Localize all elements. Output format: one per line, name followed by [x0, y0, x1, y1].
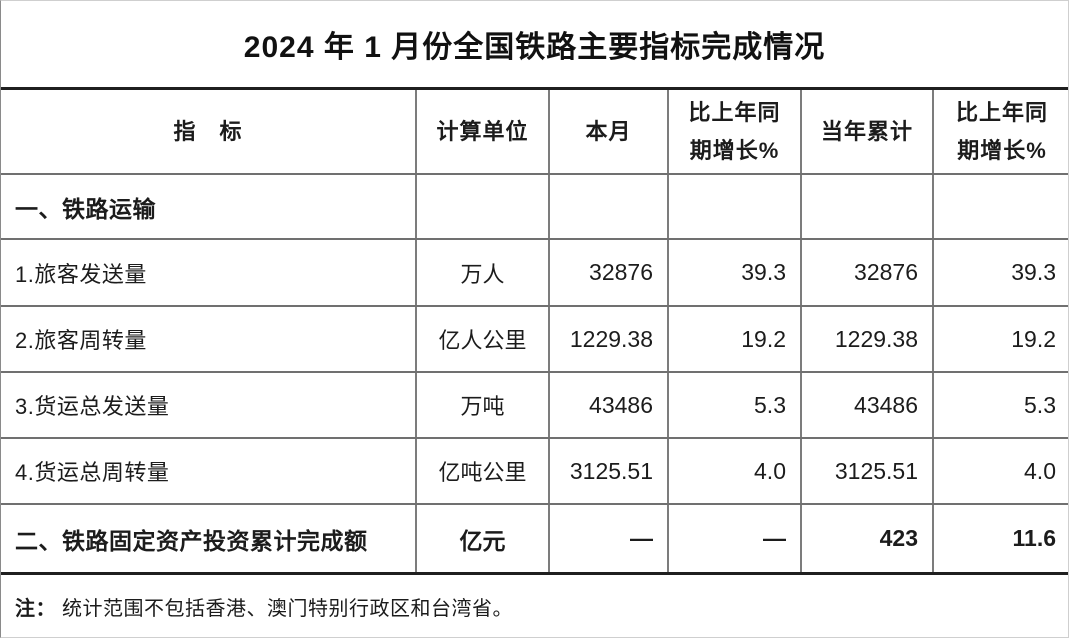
table-row-section-transport: 一、铁路运输 — [1, 175, 1068, 240]
cell-unit: 万吨 — [417, 373, 550, 437]
cell-yoy-ytd: 11.6 — [1012, 525, 1057, 551]
page-title: 2024 年 1 月份全国铁路主要指标完成情况 — [243, 31, 826, 64]
cell-yoy-ytd: 4.0 — [1024, 457, 1056, 484]
table-row-freight-turnover: 4.货运总周转量 亿吨公里 3125.51 4.0 3125.51 4.0 — [1, 439, 1068, 505]
cell-yoy-ytd — [934, 175, 1068, 238]
header-cell-ytd: 当年累计 — [802, 90, 934, 173]
cell-month — [550, 175, 669, 238]
cell-unit: 亿元 — [417, 505, 550, 572]
header-cell-month: 本月 — [550, 90, 669, 173]
cell-ytd: 423 — [802, 505, 934, 572]
cell-yoy-ytd: 39.3 — [1011, 259, 1056, 285]
footnote: 注： 统计范围不包括香港、澳门特别行政区和台湾省。 — [1, 575, 1068, 637]
cell-unit: 亿人公里 — [417, 307, 550, 371]
cell-ytd: 32876 — [802, 240, 934, 305]
cell-indicator: 一、铁路运输 — [1, 175, 417, 238]
table-row-passengers-sent: 1.旅客发送量 万人 32876 39.3 32876 39.3 — [1, 240, 1068, 307]
cell-month: 43486 — [550, 373, 669, 437]
table-row-passenger-turnover: 2.旅客周转量 亿人公里 1229.38 19.2 1229.38 19.2 — [1, 307, 1068, 373]
cell-ytd: 43486 — [802, 373, 934, 437]
cell-indicator: 1.旅客发送量 — [1, 240, 417, 305]
header-cell-indicator: 指 标 — [1, 90, 417, 173]
header-cell-yoy-ytd: 比上年同 期增长% — [955, 99, 1048, 163]
cell-indicator: 2.旅客周转量 — [1, 307, 417, 371]
cell-yoy-month: — — [669, 505, 802, 572]
cell-yoy-ytd: 5.3 — [1024, 391, 1056, 418]
header-cell-unit: 计算单位 — [417, 90, 550, 173]
cell-ytd — [802, 175, 934, 238]
footnote-prefix: 注： — [15, 598, 56, 620]
cell-yoy-month — [669, 175, 802, 238]
cell-yoy-ytd: 19.2 — [1011, 325, 1056, 352]
cell-month: — — [550, 505, 669, 572]
cell-month: 3125.51 — [550, 439, 669, 503]
cell-yoy-month: 4.0 — [669, 439, 802, 503]
table-row-freight-sent: 3.货运总发送量 万吨 43486 5.3 43486 5.3 — [1, 373, 1068, 439]
cell-yoy-month: 19.2 — [669, 307, 802, 371]
cell-month: 32876 — [550, 240, 669, 305]
table-header-row: 指 标 计算单位 本月 比上年同 期增长% 当年累计 比上年同 期增长% — [1, 90, 1068, 175]
cell-ytd: 3125.51 — [802, 439, 934, 503]
cell-unit: 亿吨公里 — [417, 439, 550, 503]
footnote-text: 统计范围不包括香港、澳门特别行政区和台湾省。 — [62, 598, 513, 620]
cell-indicator: 4.货运总周转量 — [1, 439, 417, 503]
stats-table: 指 标 计算单位 本月 比上年同 期增长% 当年累计 比上年同 期增长% 一、铁… — [1, 87, 1068, 575]
cell-month: 1229.38 — [550, 307, 669, 371]
cell-yoy-month: 5.3 — [669, 373, 802, 437]
cell-unit: 万人 — [417, 240, 550, 305]
header-cell-yoy-month: 比上年同 期增长% — [669, 90, 802, 173]
title-bar: 2024 年 1 月份全国铁路主要指标完成情况 — [1, 1, 1068, 87]
table-row-fixed-asset-investment: 二、铁路固定资产投资累计完成额 亿元 — — 423 11.6 — [1, 505, 1068, 572]
cell-unit — [417, 175, 550, 238]
cell-ytd: 1229.38 — [802, 307, 934, 371]
cell-yoy-month: 39.3 — [669, 240, 802, 305]
cell-indicator: 二、铁路固定资产投资累计完成额 — [1, 505, 417, 572]
cell-indicator: 3.货运总发送量 — [1, 373, 417, 437]
